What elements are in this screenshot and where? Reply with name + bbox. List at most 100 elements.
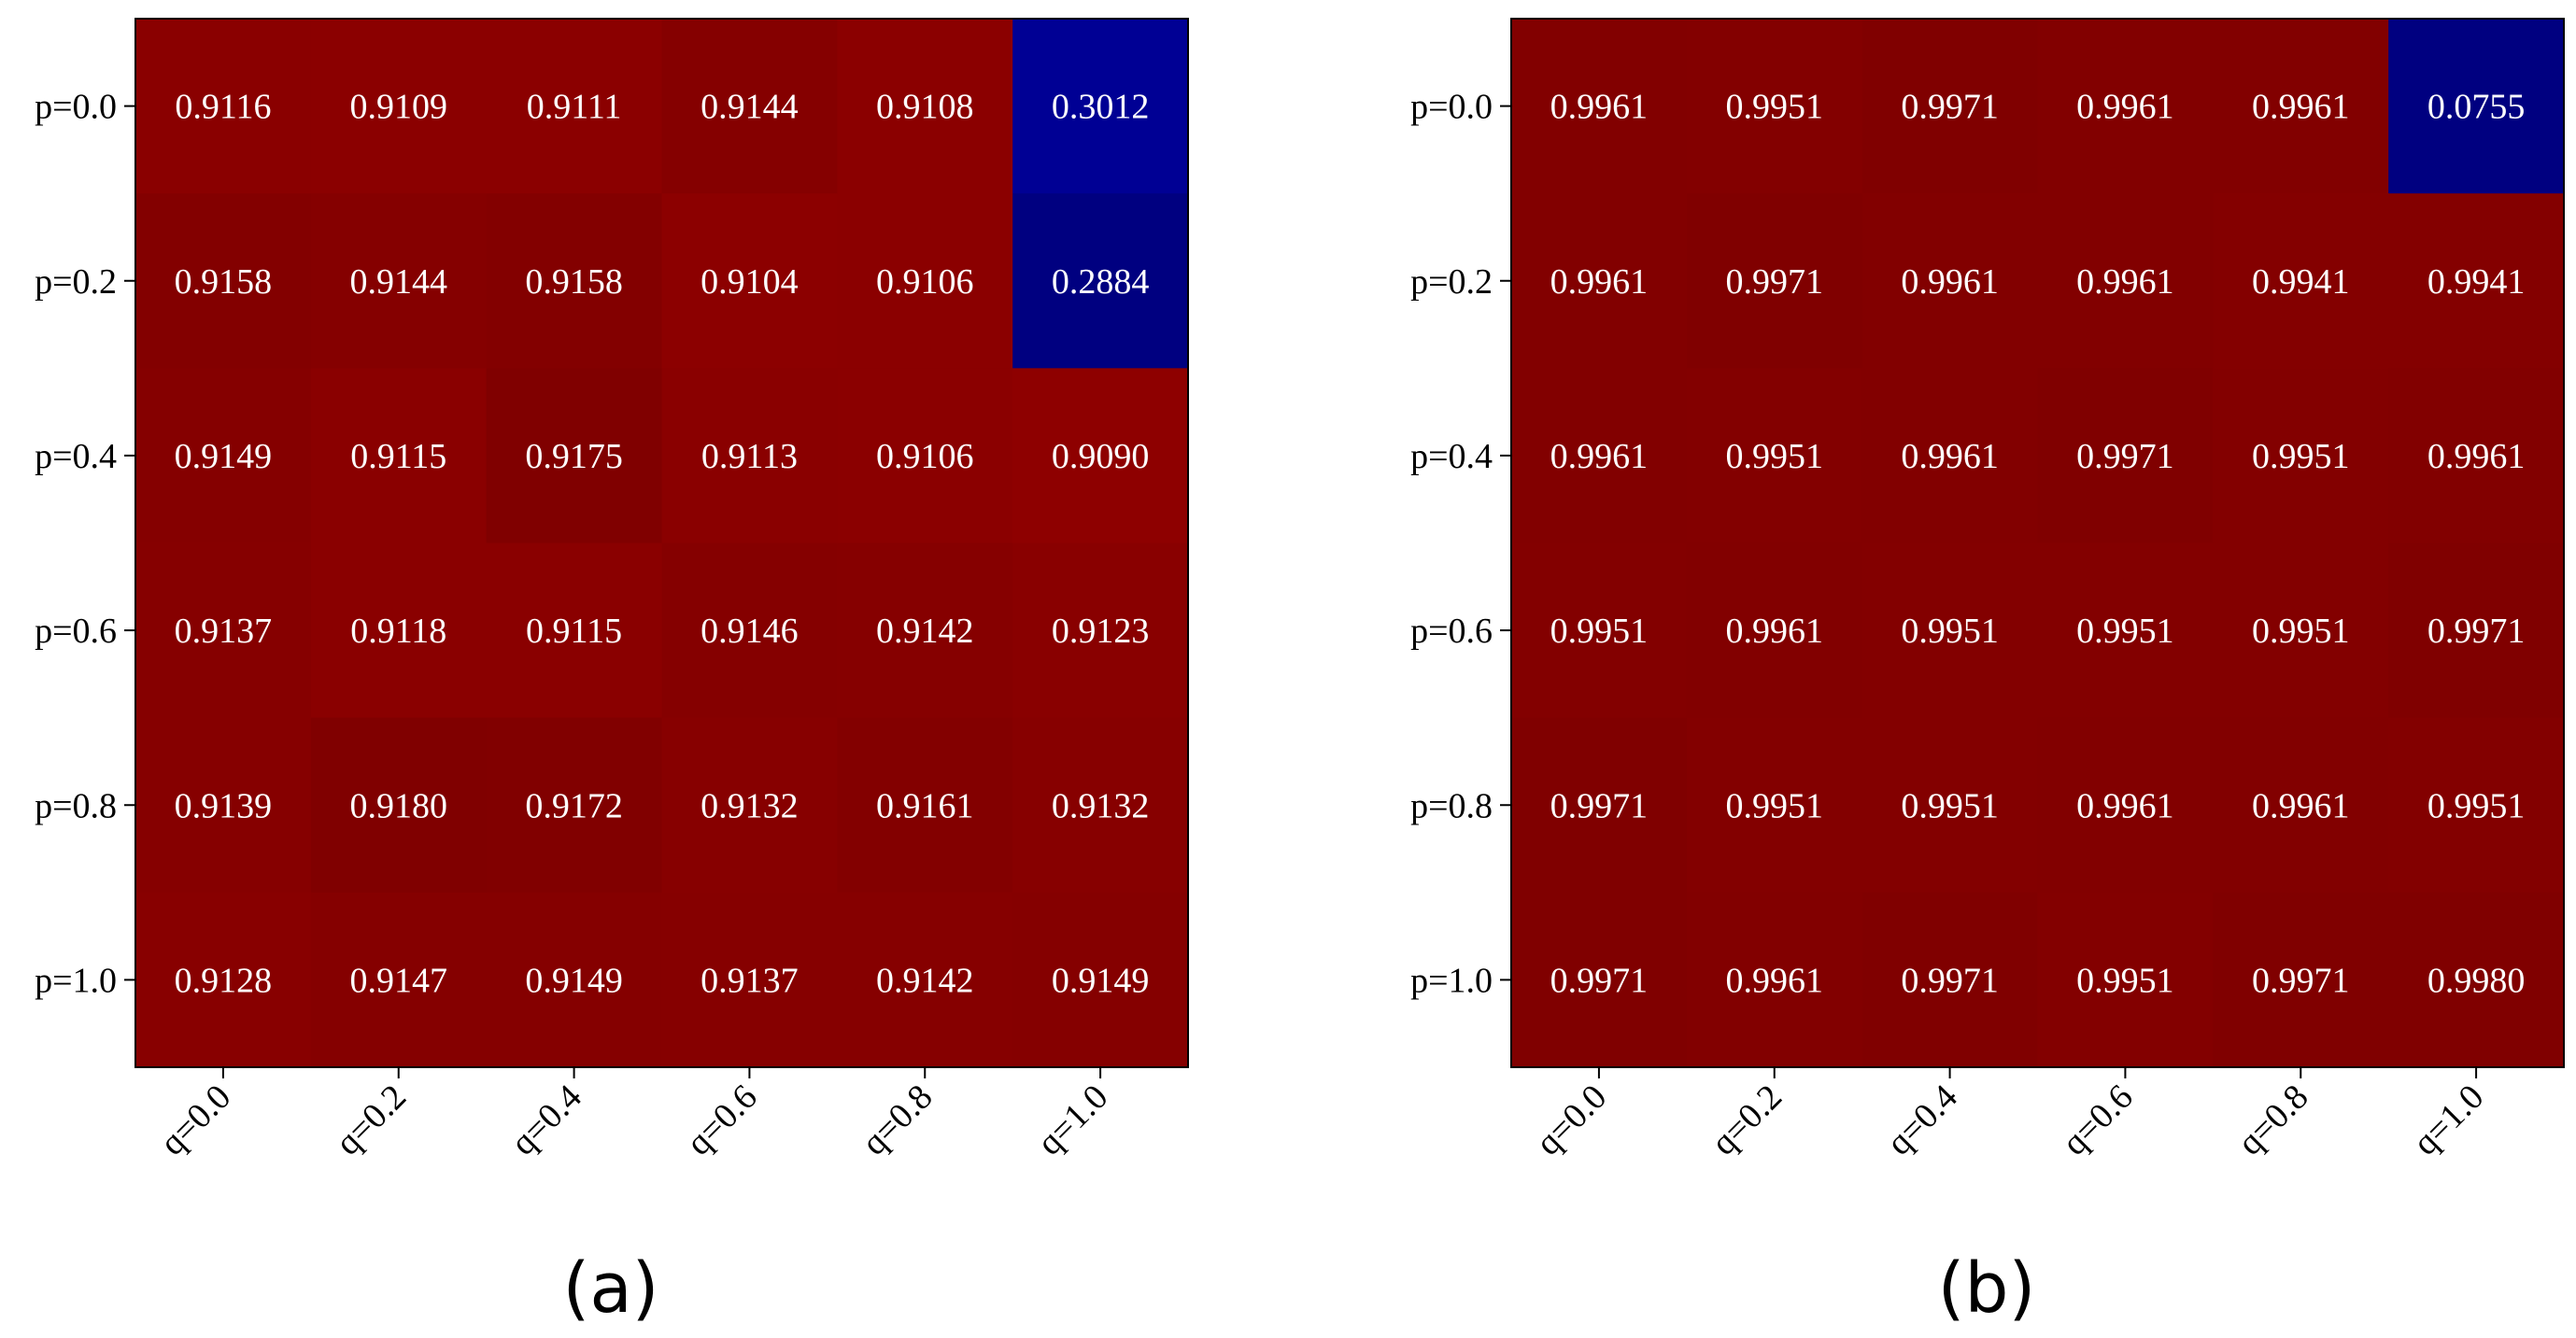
heatmap-cell <box>2037 892 2214 1068</box>
heatmap-cell <box>661 717 838 894</box>
cell-value-label: 0.9149 <box>1052 961 1150 1000</box>
cell-value-label: 0.9158 <box>525 262 623 302</box>
heatmap-cell <box>1861 193 2039 369</box>
cell-value-label: 0.9108 <box>876 88 974 127</box>
heatmap-cell <box>661 193 838 369</box>
heatmap-cell <box>2388 193 2565 369</box>
cell-value-label: 0.9090 <box>1052 437 1150 476</box>
cell-value-label: 0.0755 <box>2427 88 2526 127</box>
cell-value-label: 0.9113 <box>701 437 798 476</box>
heatmap-cell <box>2388 717 2565 894</box>
cell-value-label: 0.9147 <box>350 961 448 1000</box>
cell-value-label: 0.9144 <box>701 88 799 127</box>
heatmap-cell <box>1861 19 2039 194</box>
heatmap-cell <box>1861 368 2039 544</box>
cell-value-label: 0.9175 <box>525 437 623 476</box>
cell-value-label: 0.9951 <box>2252 437 2350 476</box>
y-tick-label: p=0.2 <box>35 262 117 302</box>
x-tick-label: q=0.2 <box>328 1077 414 1163</box>
heatmap-cell <box>2037 19 2214 194</box>
heatmap-cell <box>2213 368 2389 544</box>
heatmap-cell <box>310 19 488 194</box>
heatmap-cell <box>310 717 488 894</box>
cell-value-label: 0.9971 <box>2252 961 2350 1000</box>
cell-value-label: 0.9111 <box>527 88 622 127</box>
cell-value-label: 0.9161 <box>876 786 974 825</box>
heatmap-panel-b: 0.9961 0.9951 0.9971 0.9961 0.9961 0.0755 0.99… <box>1410 18 2565 1329</box>
heatmap-cell <box>2037 717 2214 894</box>
cell-value-label: 0.9941 <box>2427 262 2526 302</box>
cell-value-label: 0.9104 <box>701 262 799 302</box>
heatmap-cell <box>1861 892 2039 1068</box>
cell-value-label: 0.9980 <box>2427 961 2526 1000</box>
plot-frame <box>134 18 1189 1068</box>
panel-label-b: (b) <box>1938 1248 2036 1329</box>
heatmap-cell <box>486 542 663 719</box>
cell-value-label: 0.9123 <box>1052 612 1150 651</box>
heatmap-cell <box>1012 193 1189 369</box>
cell-value-label: 0.9142 <box>876 961 974 1000</box>
y-tick-label: p=0.4 <box>35 437 117 476</box>
cell-value-label: 0.9951 <box>2076 612 2174 651</box>
heatmap-cell <box>135 542 312 719</box>
heatmap-cell <box>837 19 1013 194</box>
heatmap-cell <box>2037 542 2214 719</box>
cell-value-label: 0.9115 <box>526 612 622 651</box>
heatmap-cell <box>1861 542 2039 719</box>
heatmap-cell <box>2213 193 2389 369</box>
heatmap-cell <box>1686 542 1863 719</box>
x-tick-label: q=1.0 <box>2406 1077 2492 1163</box>
heatmap-cell <box>1686 892 1863 1068</box>
cell-value-label: 0.9142 <box>876 612 974 651</box>
heatmap-cell <box>486 19 663 194</box>
cell-value-label: 0.9951 <box>1726 437 1824 476</box>
heatmap-cell <box>2388 19 2565 194</box>
cell-value-label: 0.9951 <box>2427 786 2526 825</box>
heatmap-cell <box>1861 717 2039 894</box>
heatmap-cell <box>1012 542 1189 719</box>
cell-value-label: 0.9971 <box>1901 88 1999 127</box>
heatmap-cell <box>486 892 663 1068</box>
cell-value-label: 0.9115 <box>350 437 446 476</box>
heatmap-cell <box>2388 892 2565 1068</box>
heatmap-cell <box>2037 193 2214 369</box>
cell-value-label: 0.9144 <box>350 262 448 302</box>
cell-value-label: 0.9149 <box>175 437 273 476</box>
cell-value-label: 0.9149 <box>525 961 623 1000</box>
y-tick-label: p=0.4 <box>1410 437 1493 476</box>
heatmap-cell <box>135 717 312 894</box>
cell-value-label: 0.9961 <box>2076 88 2174 127</box>
cell-value-label: 0.9951 <box>2252 612 2350 651</box>
cell-value-label: 0.9971 <box>1550 786 1649 825</box>
cell-value-label: 0.9951 <box>1901 612 1999 651</box>
x-tick-label: q=0.6 <box>679 1077 765 1163</box>
cell-value-label: 0.9132 <box>701 786 799 825</box>
panel-label-a: (a) <box>562 1248 658 1329</box>
heatmap-cell <box>837 542 1013 719</box>
cell-value-label: 0.9961 <box>1550 437 1649 476</box>
cell-value-label: 0.9118 <box>350 612 446 651</box>
x-tick-label: q=0.0 <box>152 1077 238 1163</box>
heatmap-cell <box>1686 368 1863 544</box>
heatmap-cell <box>837 892 1013 1068</box>
heatmap-cell <box>1511 193 1688 369</box>
cell-value-label: 0.9961 <box>1550 262 1649 302</box>
cell-value-label: 0.9941 <box>2252 262 2350 302</box>
cell-value-label: 0.9961 <box>2076 786 2174 825</box>
cell-value-label: 0.3012 <box>1052 88 1150 127</box>
cell-value-label: 0.9961 <box>1726 961 1824 1000</box>
heatmap-cell <box>661 19 838 194</box>
x-tick-label: q=0.2 <box>1704 1077 1790 1163</box>
heatmap-cell <box>2037 368 2214 544</box>
cell-value-label: 0.9961 <box>2427 437 2526 476</box>
cell-value-label: 0.9106 <box>876 437 974 476</box>
heatmap-cell <box>486 193 663 369</box>
heatmap-cell <box>1686 19 1863 194</box>
cell-value-label: 0.9961 <box>1726 612 1824 651</box>
heatmap-cell <box>310 542 488 719</box>
heatmap-cell <box>1511 892 1688 1068</box>
heatmap-panel-a: 0.9116 0.9109 0.9111 0.9144 0.9108 0.3012 0.91… <box>35 18 1189 1329</box>
y-tick-label: p=1.0 <box>35 961 117 1000</box>
cell-value-label: 0.9951 <box>2076 961 2174 1000</box>
